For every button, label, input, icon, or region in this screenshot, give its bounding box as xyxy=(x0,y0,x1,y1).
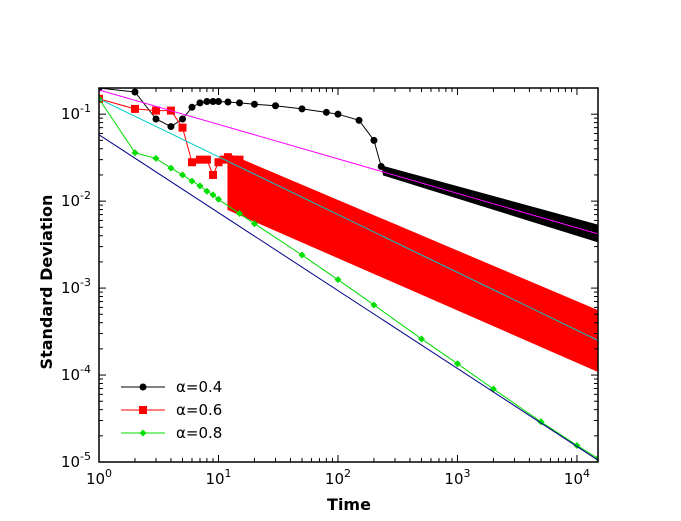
series-point xyxy=(152,154,160,162)
x-tick-label: 104 xyxy=(564,467,590,488)
series-point xyxy=(196,99,204,107)
series-point xyxy=(298,190,307,199)
series-point xyxy=(203,97,211,105)
y-tick-label: 10-2 xyxy=(61,189,91,210)
series-point xyxy=(167,123,175,131)
data-series xyxy=(99,88,598,462)
series-point xyxy=(572,320,581,329)
y-tick-label: 10-3 xyxy=(61,276,91,297)
series-point xyxy=(250,100,258,108)
legend-label: α=0.8 xyxy=(176,424,222,442)
series-point xyxy=(250,170,259,179)
series-point xyxy=(298,251,306,259)
y-axis-label: Standard Deviation xyxy=(37,195,56,370)
series-group xyxy=(99,94,598,341)
series-group xyxy=(99,95,598,462)
y-axis-ticks: 10-5 10-4 10-3 10-2 10-1 xyxy=(61,87,598,471)
y-tick-label: 10-5 xyxy=(61,450,91,471)
series-point xyxy=(209,97,217,105)
series-point xyxy=(195,155,204,164)
series-point xyxy=(272,102,280,110)
series-point xyxy=(453,264,462,273)
x-axis-label: Time xyxy=(327,495,371,514)
series-point xyxy=(179,115,187,123)
series-point xyxy=(370,301,378,309)
series-point xyxy=(355,116,363,124)
series-point xyxy=(223,153,232,162)
y-tick-label: 10-4 xyxy=(61,363,91,384)
series-point xyxy=(298,105,306,113)
series-line xyxy=(99,88,598,232)
series-point xyxy=(130,104,139,113)
fit-line xyxy=(99,89,598,235)
series-point xyxy=(203,187,211,195)
x-tick-label: 101 xyxy=(205,467,231,488)
series-point xyxy=(196,182,204,190)
series-point xyxy=(236,210,244,218)
series-point xyxy=(536,302,545,311)
series-point xyxy=(188,103,196,111)
series-point xyxy=(214,158,223,167)
plot-frame xyxy=(98,87,599,463)
x-axis-ticks: 100 101 102 103 104 xyxy=(86,88,590,488)
fit-line xyxy=(99,98,598,341)
series-point xyxy=(214,97,222,105)
legend-label: α=0.4 xyxy=(176,378,222,396)
series-point xyxy=(322,108,330,116)
series-envelope xyxy=(382,165,598,243)
series-point xyxy=(209,170,218,179)
series-point xyxy=(202,155,211,164)
series-point xyxy=(417,335,425,343)
legend: α=0.4 α=0.6 α=0.8 xyxy=(121,378,222,442)
series-point xyxy=(489,280,498,289)
series-point xyxy=(236,99,244,107)
series-point xyxy=(334,110,342,118)
series-point xyxy=(224,98,232,106)
series-point xyxy=(209,191,217,199)
fit-line xyxy=(99,134,598,461)
x-tick-label: 102 xyxy=(325,467,351,488)
series-point xyxy=(214,195,222,203)
series-point xyxy=(271,179,280,188)
series-point xyxy=(152,106,161,115)
series-point xyxy=(179,171,187,179)
y-tick-label: 10-1 xyxy=(61,102,91,123)
series-point xyxy=(370,136,378,144)
series-point xyxy=(377,163,385,171)
series-point xyxy=(333,207,342,216)
x-tick-label: 103 xyxy=(444,467,470,488)
series-point xyxy=(99,95,103,103)
series-point xyxy=(178,123,187,132)
series-point xyxy=(235,155,244,164)
series-point xyxy=(187,158,196,167)
fit-lines xyxy=(99,89,598,461)
x-tick-label: 100 xyxy=(86,467,112,488)
legend-swatch-marker xyxy=(139,406,147,414)
series-point xyxy=(250,220,258,228)
series-point xyxy=(228,155,237,164)
series-point xyxy=(453,360,461,368)
legend-label: α=0.6 xyxy=(176,401,222,419)
series-envelope xyxy=(227,153,598,372)
series-point xyxy=(369,223,378,232)
series-point xyxy=(188,177,196,185)
series-point xyxy=(417,245,426,254)
series-point xyxy=(594,332,598,341)
series-point xyxy=(152,115,160,123)
series-point xyxy=(131,149,139,157)
series-point xyxy=(167,164,175,172)
legend-swatch-marker xyxy=(139,383,147,391)
series-point xyxy=(334,276,342,284)
legend-swatch-marker xyxy=(139,429,147,437)
